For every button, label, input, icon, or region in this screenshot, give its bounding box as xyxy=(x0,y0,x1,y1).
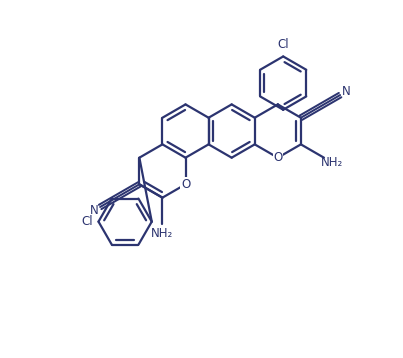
Text: N: N xyxy=(89,204,98,217)
Text: NH₂: NH₂ xyxy=(151,227,174,240)
Text: Cl: Cl xyxy=(277,38,289,51)
Text: O: O xyxy=(181,178,190,191)
Text: O: O xyxy=(273,151,283,164)
Text: Cl: Cl xyxy=(81,215,93,228)
Text: N: N xyxy=(342,85,351,98)
Text: NH₂: NH₂ xyxy=(320,156,343,169)
